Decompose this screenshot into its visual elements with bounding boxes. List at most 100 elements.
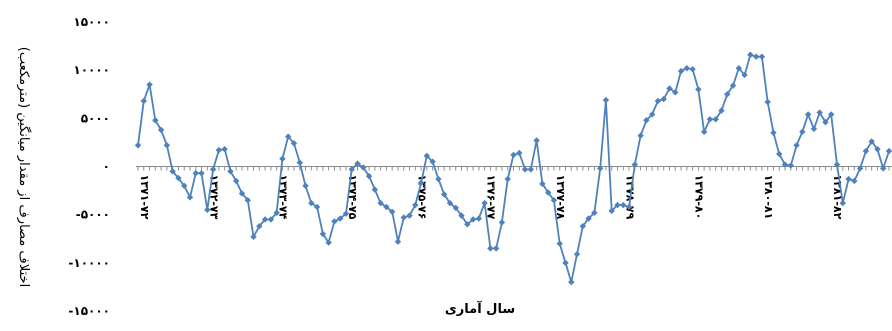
data-point (695, 86, 702, 93)
data-point (435, 175, 442, 183)
data-point (573, 250, 581, 258)
data-point (365, 172, 373, 180)
data-point (804, 111, 812, 118)
data-point (377, 199, 384, 207)
data-point (267, 216, 275, 223)
data-point (666, 85, 673, 92)
data-point (250, 233, 257, 241)
y-tick-label: ۵۰۰۰ (81, 111, 110, 125)
data-point (348, 166, 355, 173)
data-point (851, 177, 858, 185)
data-point (562, 259, 569, 267)
data-point (221, 145, 228, 153)
data-point (412, 201, 419, 209)
data-point (487, 245, 494, 252)
data-point (700, 128, 708, 136)
data-point (342, 210, 350, 217)
data-point (296, 159, 303, 166)
data-point (498, 219, 506, 226)
data-point (261, 216, 269, 223)
data-point (672, 89, 679, 96)
data-point (475, 215, 483, 222)
data-point (776, 150, 783, 158)
data-point (285, 133, 292, 140)
data-point (868, 138, 875, 145)
data-point (244, 197, 251, 204)
data-point (152, 117, 159, 124)
data-point (227, 168, 234, 175)
data-point (735, 65, 742, 72)
y-axis-title: اختلاف مصارف از مقدار میانگین (مترمکعب) (16, 47, 32, 287)
data-point (469, 216, 477, 223)
data-point (631, 161, 639, 168)
data-point (620, 201, 627, 209)
data-point (648, 111, 656, 118)
data-point (677, 67, 685, 75)
data-point (539, 180, 546, 188)
data-point (354, 160, 361, 167)
data-point (747, 51, 754, 58)
x-tick-label: ۱۳۷۷-۷۸ (554, 175, 567, 220)
data-point (527, 166, 535, 173)
data-point (406, 212, 413, 219)
data-point (683, 65, 691, 72)
y-tick-label: ۱۵۰۰۰ (73, 15, 110, 29)
data-point (706, 116, 714, 123)
data-point (793, 142, 800, 149)
data-point (816, 109, 823, 116)
data-point (400, 214, 407, 221)
data-point (458, 212, 465, 219)
data-point (591, 209, 598, 216)
data-point (637, 132, 644, 139)
data-point (336, 215, 344, 222)
data-point (625, 203, 633, 211)
data-point (464, 221, 471, 228)
data-point (492, 245, 500, 252)
data-point (712, 116, 719, 123)
data-point (643, 117, 650, 124)
data-point (828, 111, 835, 118)
data-point (279, 155, 286, 162)
data-point (654, 97, 662, 105)
data-point (417, 179, 425, 187)
y-axis-ticks: ۱۵۰۰۰ ۱۰۰۰۰ ۵۰۰۰ ۰ -۵۰۰۰ -۱۰۰۰۰ -۱۵۰۰۰ (68, 15, 110, 318)
data-point (394, 238, 402, 245)
data-point (510, 151, 517, 159)
data-point (787, 162, 794, 169)
data-point (839, 199, 846, 207)
x-tick-label: ۱۳۷۱-۷۲ (138, 175, 151, 220)
data-point (764, 98, 771, 106)
data-point (822, 118, 829, 126)
x-tick-label: ۱۳۸۰-۸۱ (762, 175, 775, 220)
data-point (383, 203, 390, 211)
y-tick-label: ۱۰۰۰۰ (73, 63, 110, 77)
data-point (758, 53, 766, 60)
data-point (724, 91, 731, 98)
data-point (596, 165, 604, 172)
data-point (845, 175, 852, 183)
data-point (862, 147, 870, 155)
data-point (856, 165, 864, 172)
y-tick-label: -۱۵۰۰۰ (68, 304, 110, 318)
x-tick-label: ۱۳۷۹-۸۰ (693, 175, 706, 220)
data-point (233, 177, 240, 185)
data-point (331, 218, 338, 225)
data-point (544, 189, 552, 196)
data-point (302, 182, 309, 189)
x-tick-label: ۱۳۷۵-۷۶ (415, 175, 428, 220)
data-point (215, 146, 223, 154)
data-point (325, 239, 332, 246)
data-point (157, 126, 165, 134)
data-point (256, 223, 263, 230)
x-axis-ticks (137, 166, 890, 171)
data-point (371, 186, 379, 193)
data-point (440, 191, 448, 198)
data-point (481, 199, 488, 207)
data-point (169, 168, 176, 175)
x-tick-label: ۱۳۷۶-۷۷ (485, 175, 498, 220)
data-point (204, 206, 211, 214)
data-point (163, 142, 171, 149)
data-point (521, 166, 529, 173)
data-point (209, 166, 217, 173)
data-point (568, 278, 575, 286)
